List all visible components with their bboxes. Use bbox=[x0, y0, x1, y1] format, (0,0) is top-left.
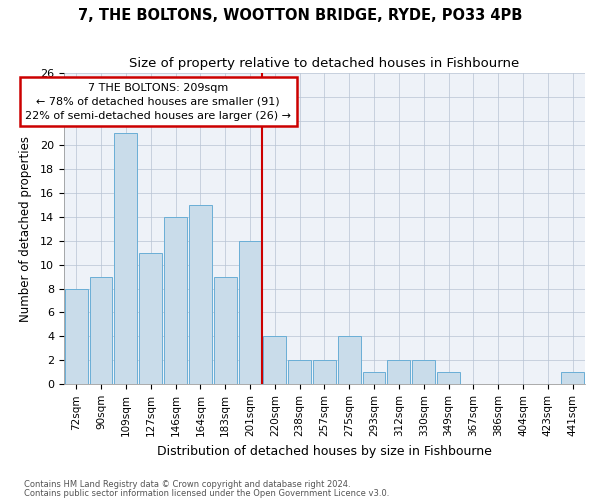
Text: 7, THE BOLTONS, WOOTTON BRIDGE, RYDE, PO33 4PB: 7, THE BOLTONS, WOOTTON BRIDGE, RYDE, PO… bbox=[78, 8, 522, 22]
Y-axis label: Number of detached properties: Number of detached properties bbox=[19, 136, 32, 322]
Bar bbox=[313, 360, 336, 384]
X-axis label: Distribution of detached houses by size in Fishbourne: Distribution of detached houses by size … bbox=[157, 444, 492, 458]
Bar bbox=[412, 360, 435, 384]
Bar bbox=[362, 372, 385, 384]
Bar bbox=[115, 133, 137, 384]
Text: Contains HM Land Registry data © Crown copyright and database right 2024.: Contains HM Land Registry data © Crown c… bbox=[24, 480, 350, 489]
Bar bbox=[189, 204, 212, 384]
Bar bbox=[139, 252, 162, 384]
Title: Size of property relative to detached houses in Fishbourne: Size of property relative to detached ho… bbox=[130, 58, 520, 70]
Bar bbox=[89, 276, 112, 384]
Bar bbox=[263, 336, 286, 384]
Text: Contains public sector information licensed under the Open Government Licence v3: Contains public sector information licen… bbox=[24, 488, 389, 498]
Bar bbox=[338, 336, 361, 384]
Bar bbox=[214, 276, 236, 384]
Bar bbox=[388, 360, 410, 384]
Bar bbox=[65, 288, 88, 384]
Text: 7 THE BOLTONS: 209sqm
← 78% of detached houses are smaller (91)
22% of semi-deta: 7 THE BOLTONS: 209sqm ← 78% of detached … bbox=[25, 82, 291, 120]
Bar bbox=[437, 372, 460, 384]
Bar bbox=[561, 372, 584, 384]
Bar bbox=[164, 216, 187, 384]
Bar bbox=[288, 360, 311, 384]
Bar bbox=[239, 240, 262, 384]
